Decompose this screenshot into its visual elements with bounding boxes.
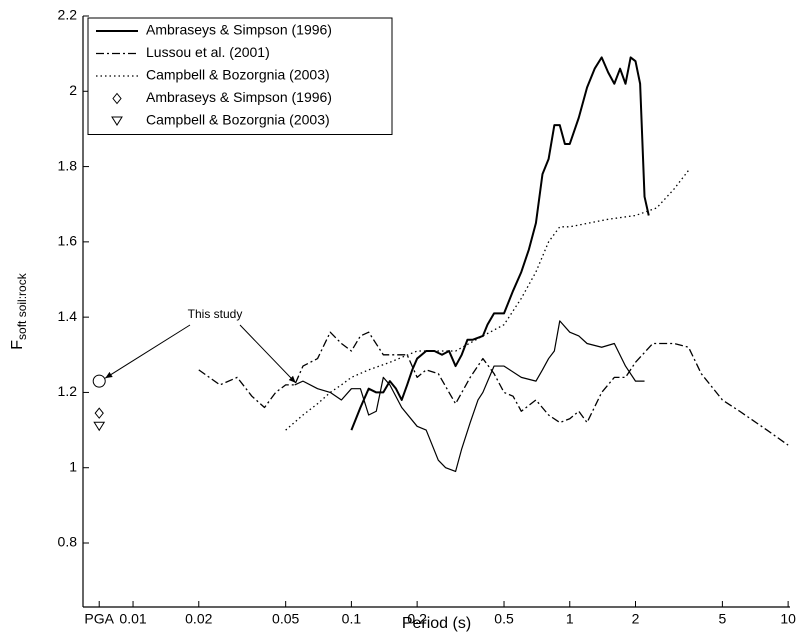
- annotation-arrow: [239, 324, 297, 384]
- legend-label: Campbell & Bozorgnia (2003): [146, 67, 330, 83]
- y-axis-label-sub: soft soil:rock: [15, 272, 29, 340]
- legend-marker: [112, 92, 122, 105]
- legend-label: Ambraseys & Simpson (1996): [146, 22, 332, 38]
- y-tick-label: 1.6: [58, 233, 78, 249]
- series-line: [294, 320, 645, 473]
- y-tick-label: 1.8: [58, 157, 78, 173]
- y-tick-label: 2: [69, 82, 77, 98]
- y-tick-label: 0.8: [58, 534, 78, 550]
- legend-label: Ambraseys & Simpson (1996): [146, 89, 332, 105]
- annotation: This study: [188, 307, 243, 321]
- marker-diamond: [94, 407, 104, 419]
- legend-label: Lussou et al. (2001): [146, 44, 270, 60]
- annotation-arrow: [104, 324, 191, 379]
- series-line: [198, 331, 789, 446]
- x-tick-label: 5: [718, 611, 726, 627]
- x-tick-label: 0.01: [119, 611, 146, 627]
- legend-box: [87, 17, 393, 135]
- legend-marker: [111, 116, 123, 126]
- x-tick-label: PGA: [84, 611, 114, 627]
- y-tick-label: 1.2: [58, 383, 78, 399]
- x-tick-label: 10: [780, 611, 796, 627]
- x-tick-label: 0.02: [185, 611, 212, 627]
- y-axis-label-main: F: [9, 340, 26, 350]
- x-tick-label: 2: [632, 611, 640, 627]
- series-line: [350, 56, 650, 431]
- marker-triangle: [93, 421, 106, 432]
- x-tick-label: 0.2: [407, 611, 427, 627]
- x-tick-label: 0.5: [494, 611, 514, 627]
- x-tick-label: 0.1: [342, 611, 362, 627]
- y-axis-label: Fsoft soil:rock: [9, 272, 29, 349]
- y-tick-label: 2.2: [58, 7, 78, 23]
- x-tick-label: 1: [566, 611, 574, 627]
- x-axis-label: Period (s): [402, 615, 471, 632]
- marker-circle: [92, 374, 106, 388]
- y-tick-label: 1.4: [58, 308, 78, 324]
- y-tick-label: 1: [69, 458, 77, 474]
- series-line: [285, 169, 690, 431]
- legend-label: Campbell & Bozorgnia (2003): [146, 112, 330, 128]
- x-tick-label: 0.05: [272, 611, 299, 627]
